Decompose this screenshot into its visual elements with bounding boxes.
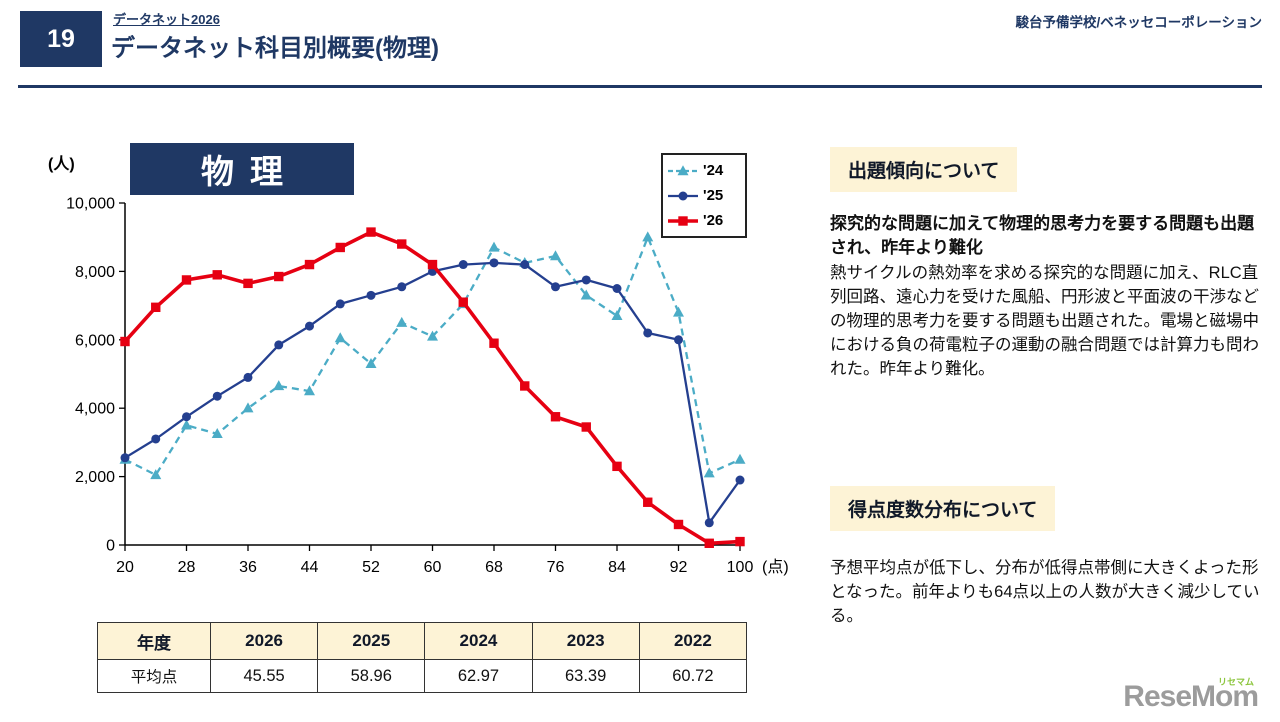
legend-sample-26-icon — [668, 215, 698, 226]
table-header-2026: 2026 — [209, 622, 319, 660]
x-tick-label: 44 — [301, 559, 319, 576]
legend-item-25: '25 — [667, 183, 741, 208]
avg-2026: 45.55 — [209, 659, 319, 693]
distribution-body-text: 予想平均点が低下し、分布が低得点帯側に大きくよった形となった。前年よりも64点以… — [830, 559, 1260, 625]
trend-lead-text: 探究的な問題に加えて物理的思考力を要する問題も出題され、昨年より難化 — [830, 214, 1255, 257]
y-tick-label: 2,000 — [75, 469, 115, 486]
resemom-logo: リセマム ReseMom — [1123, 677, 1259, 714]
legend-label-25: '25 — [703, 187, 724, 204]
x-tick-label: 52 — [362, 559, 380, 576]
avg-2025: 58.96 — [317, 659, 426, 693]
trend-section-heading: 出題傾向について — [830, 147, 1018, 192]
page-title: データネット科目別概要(物理) — [111, 35, 439, 62]
x-axis-unit-label: (点) — [762, 558, 789, 576]
resemom-logo-text: ReseMom — [1123, 680, 1259, 713]
table-header-2024: 2024 — [424, 622, 533, 660]
org-label: 駿台予備学校/ベネッセコーポレーション — [1015, 15, 1262, 30]
series-25 — [120, 258, 745, 528]
legend-sample-24-icon — [668, 164, 698, 175]
y-tick-label: 0 — [106, 538, 115, 555]
legend-item-24: '24 — [667, 158, 741, 183]
datanet-link[interactable]: データネット2026 — [113, 12, 220, 27]
x-tick-label: 68 — [485, 559, 503, 576]
x-tick-label: 28 — [178, 559, 196, 576]
table-header-2025: 2025 — [317, 622, 426, 660]
series-26 — [120, 227, 745, 548]
table-header-row: 年度 2026 2025 2024 2023 2022 — [97, 622, 748, 660]
table-header-year: 年度 — [97, 622, 211, 660]
score-distribution-chart: 0 2,000 4,000 6,000 8,000 10,000 20 28 36 44 52 60 6… — [66, 196, 789, 577]
row-label-average: 平均点 — [97, 659, 211, 693]
avg-2022: 60.72 — [638, 659, 748, 693]
x-tick-label: 36 — [239, 559, 257, 576]
resemom-logo-katakana: リセマム — [1217, 677, 1254, 687]
x-tick-label: 76 — [547, 559, 565, 576]
x-tick-label: 20 — [116, 559, 134, 576]
legend-sample-25-icon — [668, 191, 698, 200]
chart-legend: '24 '25 '26 — [661, 153, 747, 238]
y-tick-label: 6,000 — [75, 332, 115, 349]
table-header-2022: 2022 — [638, 622, 748, 660]
x-tick-label: 60 — [424, 559, 442, 576]
y-tick-label: 8,000 — [75, 264, 115, 281]
legend-item-26: '26 — [667, 208, 741, 233]
average-score-table: 年度 2026 2025 2024 2023 2022 平均点 45.55 58… — [97, 622, 748, 693]
y-tick-label: 10,000 — [66, 196, 115, 213]
x-tick-label: 100 — [727, 559, 754, 576]
legend-label-24: '24 — [703, 162, 724, 179]
page-number-badge: 19 — [20, 11, 102, 67]
table-row: 平均点 45.55 58.96 62.97 63.39 60.72 — [97, 659, 748, 693]
avg-2023: 63.39 — [531, 659, 640, 693]
distribution-section-heading: 得点度数分布について — [830, 486, 1056, 531]
y-tick-label: 4,000 — [75, 401, 115, 418]
legend-label-26: '26 — [703, 212, 724, 229]
table-header-2023: 2023 — [531, 622, 640, 660]
avg-2024: 62.97 — [424, 659, 533, 693]
subject-badge: 物理 — [130, 143, 354, 195]
trend-body-text: 熱サイクルの熱効率を求める探究的な問題に加え、RLC直列回路、遠心力を受けた風船… — [830, 264, 1259, 378]
x-tick-label: 92 — [670, 559, 688, 576]
x-tick-label: 84 — [608, 559, 626, 576]
y-axis-unit-label: (人) — [48, 156, 75, 173]
header-divider — [18, 85, 1262, 88]
